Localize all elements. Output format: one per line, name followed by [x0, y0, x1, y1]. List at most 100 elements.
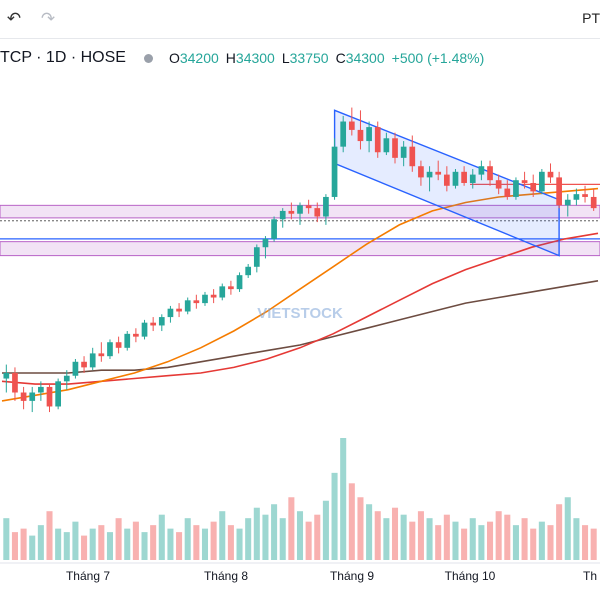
candle-body: [426, 171, 433, 178]
candle: [193, 294, 200, 309]
candle-body: [418, 166, 424, 178]
candle-body: [46, 386, 53, 407]
candle-body: [409, 146, 416, 167]
volume-bar: [564, 497, 571, 560]
support-zone: [0, 204, 600, 219]
candle: [530, 174, 537, 197]
candle-body: [55, 381, 61, 407]
change-value: +500 (+1.48%): [391, 50, 485, 66]
volume-bar: [357, 497, 364, 560]
volume-bar: [227, 525, 234, 560]
candle-body: [305, 205, 312, 209]
candle-body: [564, 199, 571, 206]
candle-body: [513, 180, 519, 197]
candle-body: [348, 121, 355, 130]
candle: [418, 160, 424, 186]
volume-bar: [210, 521, 217, 560]
volume-bar: [150, 525, 157, 560]
volume-bar: [89, 528, 96, 560]
candle-body: [478, 166, 485, 175]
candle-body: [443, 174, 450, 186]
candle-body: [29, 392, 36, 401]
volume-bar: [55, 528, 62, 560]
close-value: 34300: [345, 50, 385, 66]
volume-bar: [383, 518, 390, 560]
volume-bar: [512, 525, 519, 560]
candle: [176, 303, 182, 318]
candle-body: [400, 146, 407, 158]
candle-body: [63, 375, 70, 382]
candle-body: [176, 308, 182, 312]
undo-icon[interactable]: ↶: [6, 9, 22, 28]
volume-bar: [72, 521, 79, 560]
candle-body: [469, 174, 476, 183]
volume-bar: [538, 521, 545, 560]
candle-body: [236, 275, 243, 290]
x-tick-label: Tháng 10: [445, 569, 496, 583]
toolbar-right-text[interactable]: PT: [582, 10, 600, 26]
candle: [556, 171, 562, 209]
candle-body: [521, 180, 528, 183]
candle-body: [539, 171, 545, 192]
candle-body: [288, 210, 295, 214]
candle: [184, 297, 191, 315]
candle: [81, 356, 87, 373]
candle-body: [133, 333, 139, 337]
candle-body: [193, 300, 200, 304]
volume-bar: [435, 525, 442, 560]
candle: [521, 171, 528, 189]
volume-bar: [400, 514, 407, 560]
watermark-text: VIETSTOCK: [257, 305, 343, 322]
candle: [141, 319, 148, 340]
candle: [167, 305, 174, 323]
open-label: O: [168, 50, 180, 66]
candle: [253, 244, 260, 273]
candle: [383, 132, 390, 156]
candle: [20, 386, 27, 410]
candle-body: [530, 182, 537, 192]
high-label: H: [225, 50, 236, 66]
close-label: C: [335, 50, 346, 66]
candle: [582, 185, 588, 203]
candle-body: [573, 194, 580, 200]
candle-body: [495, 180, 502, 189]
volume-bar: [296, 511, 304, 560]
volume-bar: [29, 535, 36, 560]
ma-brown-line: [2, 280, 599, 374]
candle-body: [141, 322, 148, 337]
candle: [478, 160, 485, 181]
candle: [98, 342, 105, 362]
volume-bar: [158, 514, 165, 560]
volume-bar: [236, 528, 243, 560]
volume-bar: [245, 518, 252, 560]
candle: [219, 283, 226, 301]
candle: [443, 166, 450, 192]
volume-bar: [391, 507, 399, 560]
volume-bar: [106, 532, 113, 560]
open-value: 34200: [179, 50, 219, 66]
candle-body: [115, 342, 122, 348]
volume-bar: [115, 518, 122, 560]
price-legend: TCP · 1D · HOSE O 34200 H 34300 L 33750 …: [0, 46, 484, 70]
volume-bar: [417, 511, 424, 560]
candle-body: [98, 353, 105, 357]
candle: [262, 236, 269, 259]
candle: [366, 121, 372, 153]
candle-body: [366, 127, 372, 142]
volume-bar: [547, 525, 554, 560]
volume-bar: [262, 514, 269, 560]
candle-body: [20, 392, 27, 401]
candle-body: [245, 266, 252, 276]
volume-bar: [124, 528, 131, 560]
candle-body: [271, 219, 277, 239]
candle-body: [202, 294, 208, 304]
symbol-title[interactable]: TCP · 1D · HOSE: [0, 49, 126, 66]
candle: [55, 378, 61, 410]
candle-body: [81, 361, 87, 368]
x-tick-label: Tháng 9: [330, 569, 374, 583]
volume-bar: [322, 500, 329, 560]
x-tick-label: Tháng 8: [204, 569, 248, 583]
redo-icon[interactable]: ↷: [40, 9, 56, 28]
candle: [590, 188, 597, 211]
